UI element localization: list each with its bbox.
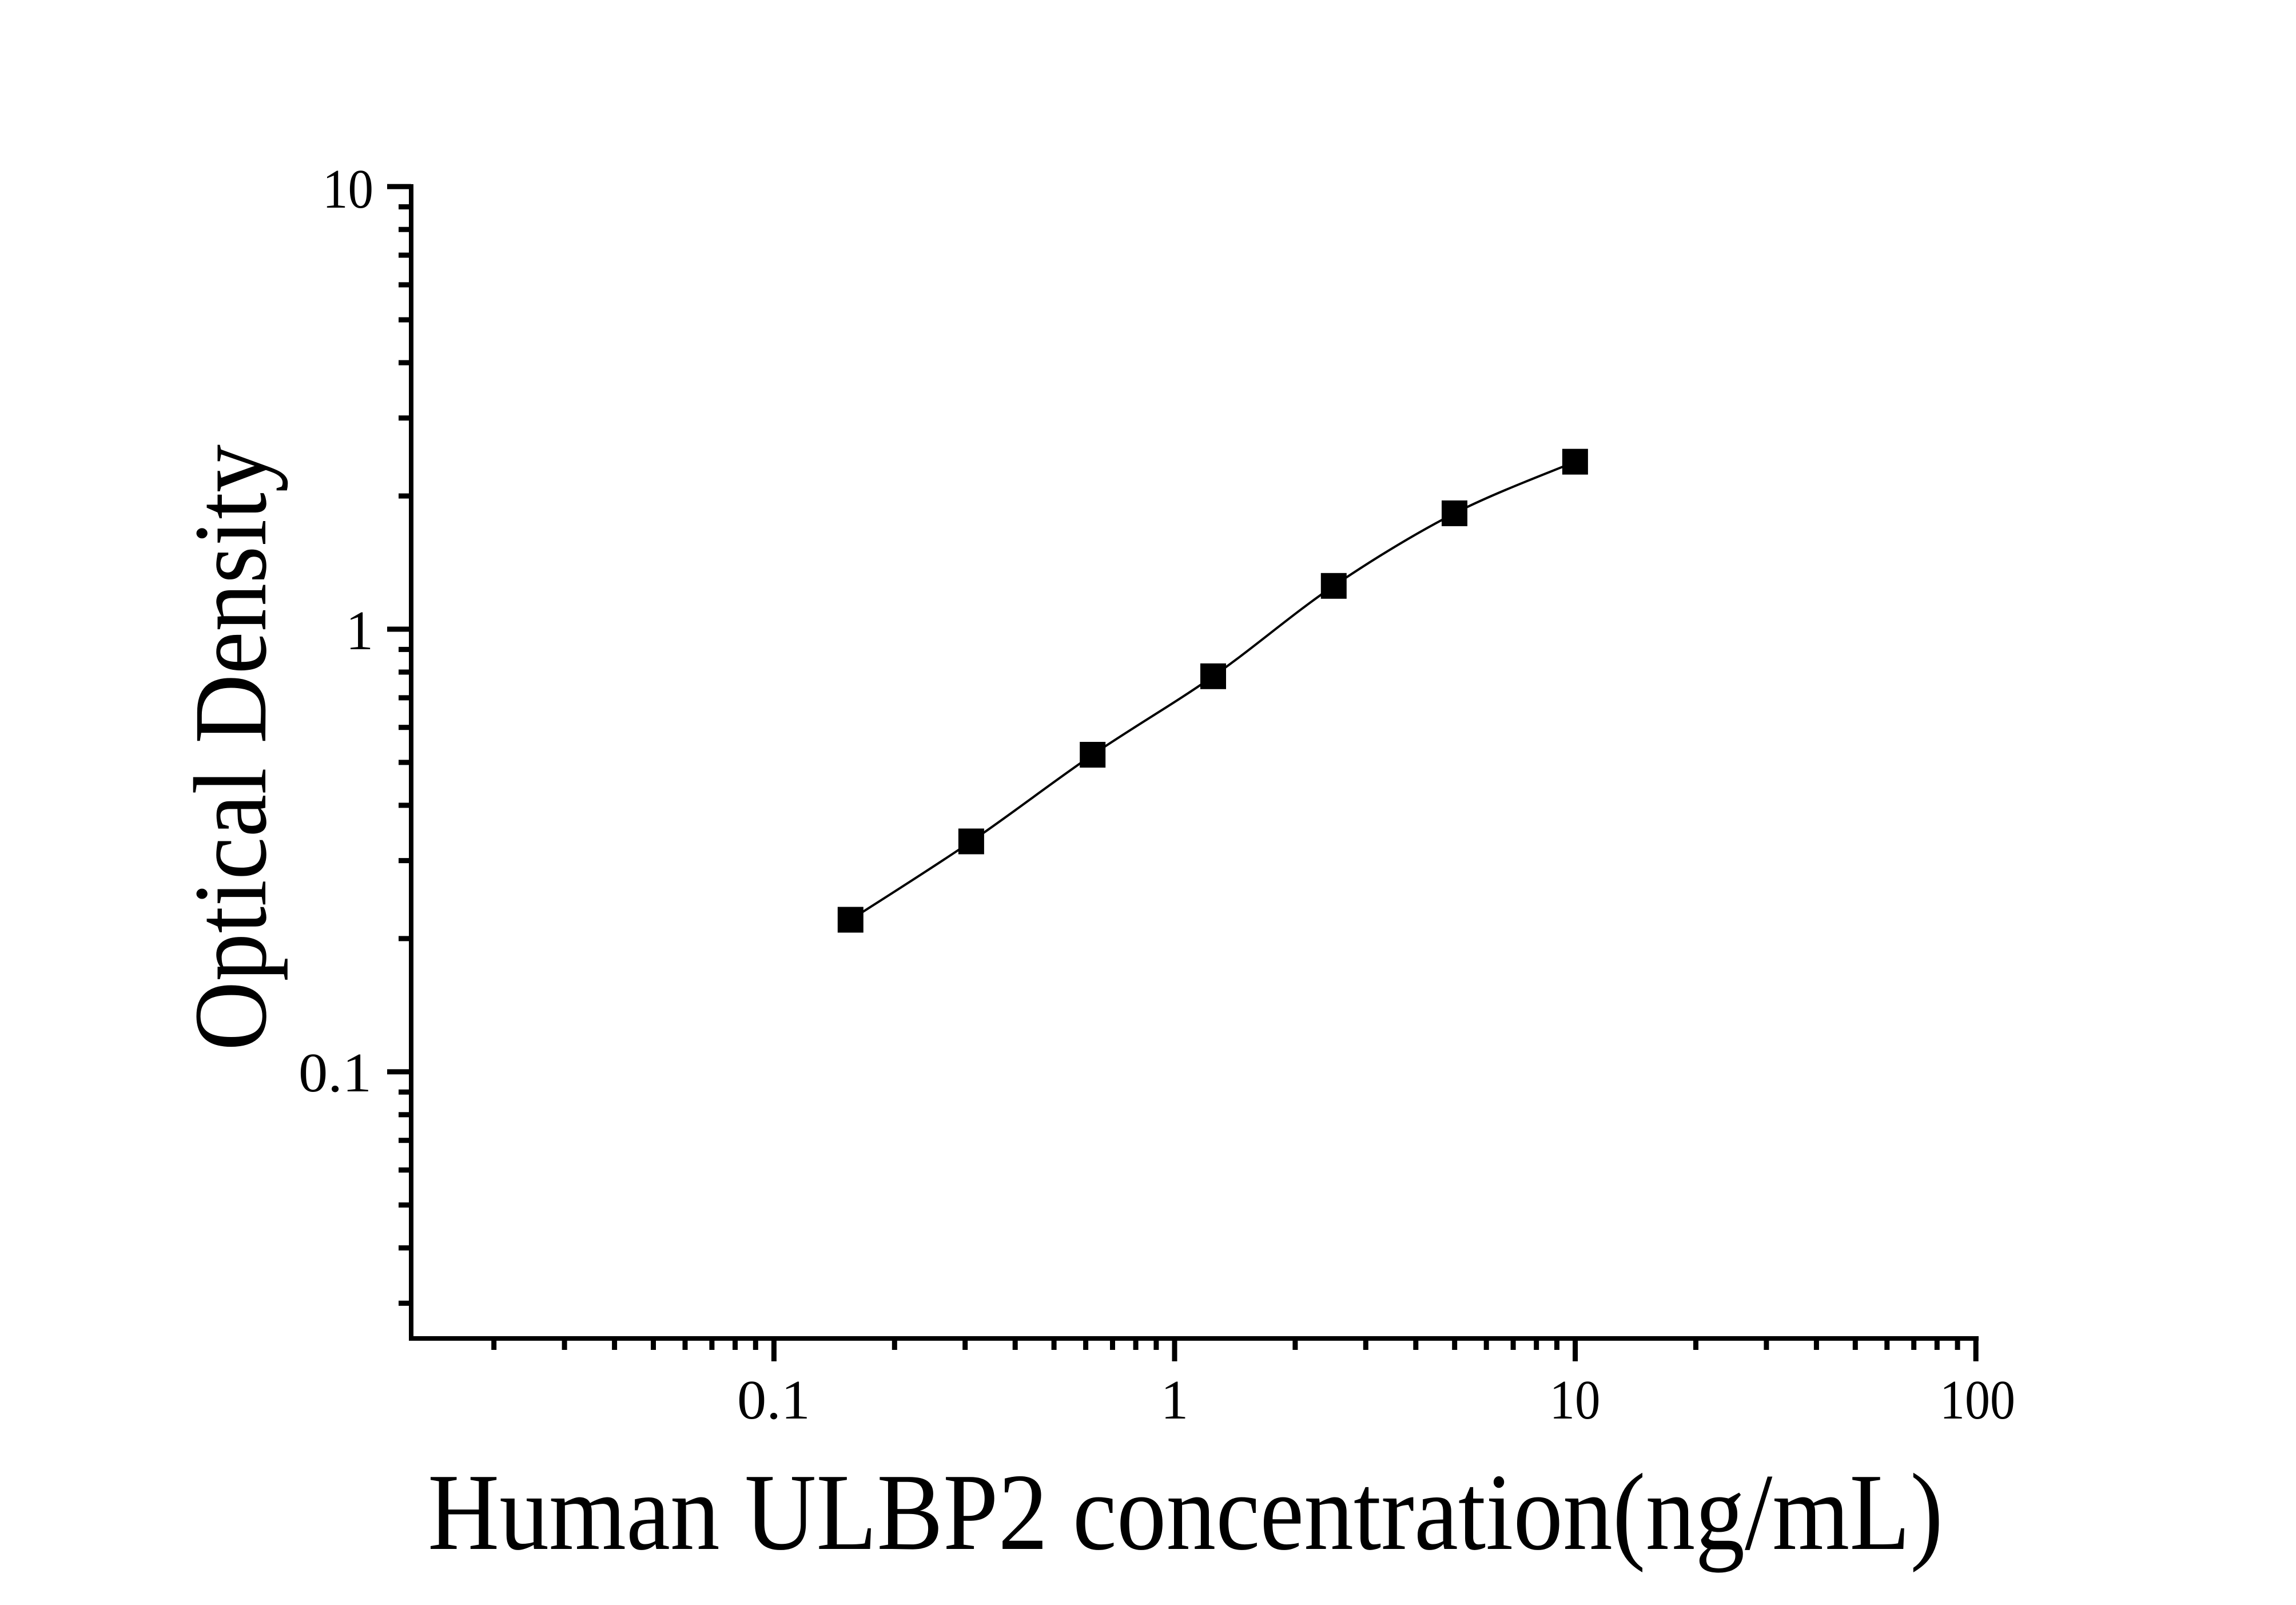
svg-text:1: 1	[346, 600, 374, 661]
svg-text:10: 10	[323, 158, 373, 220]
svg-text:1: 1	[1161, 1369, 1189, 1431]
svg-text:Optical Density: Optical Density	[173, 444, 288, 1051]
svg-text:0.1: 0.1	[737, 1369, 810, 1431]
svg-text:0.1: 0.1	[299, 1042, 372, 1103]
svg-text:10: 10	[1550, 1369, 1601, 1431]
svg-text:Human ULBP2 concentration(ng/m: Human ULBP2 concentration(ng/mL)	[428, 1451, 1943, 1573]
svg-text:100: 100	[1940, 1369, 2015, 1431]
